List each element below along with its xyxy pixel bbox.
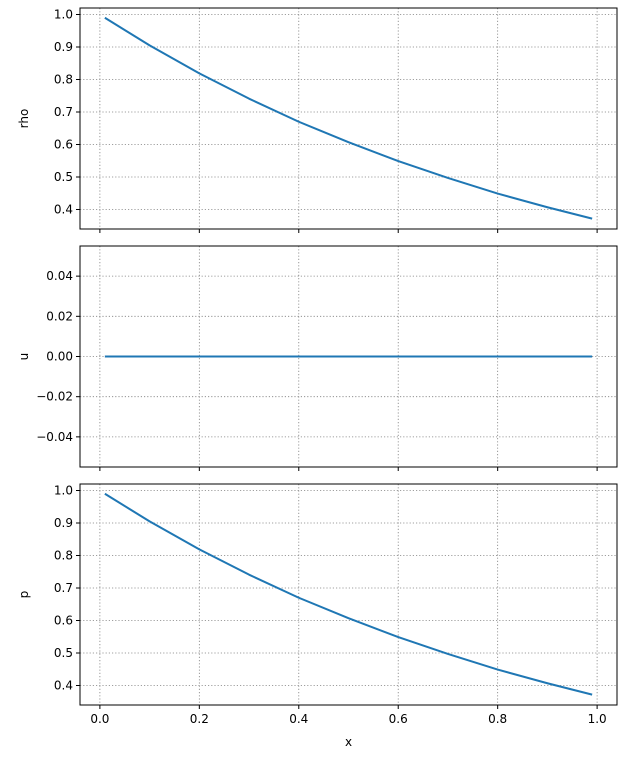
u-panel: −0.04 −0.02 0.00 0.02 0.04 u [17,245,618,471]
u-y-tick-label: −0.02 [36,390,73,404]
u-y-axis-label: u [17,353,31,361]
rho-y-tick-label: 0.5 [54,170,73,184]
p-x-axis-label: x [345,735,352,749]
p-x-tick-label: 0.0 [90,712,109,726]
u-y-tick-label: 0.00 [46,350,73,364]
rho-series-line [104,16,593,220]
u-y-tick-label: −0.04 [36,430,73,444]
p-x-tick-label: 0.2 [190,712,209,726]
u-y-tick-label: 0.02 [46,309,73,323]
p-x-tick-label: 0.4 [289,712,308,726]
p-x-tick-label: 1.0 [588,712,607,726]
p-x-tick-label: 0.6 [389,712,408,726]
rho-y-tick-label: 0.8 [54,73,73,87]
rho-y-tick-label: 0.4 [54,203,73,217]
p-y-tick-label: 0.9 [54,516,73,530]
p-series-line [104,492,593,696]
rho-y-tick-label: 1.0 [54,8,73,22]
p-y-tick-label: 0.4 [54,679,73,693]
rho-y-tick-label: 0.6 [54,138,73,152]
p-y-tick-label: 0.6 [54,614,73,628]
p-axes-frame [79,483,618,706]
rho-panel: 0.4 0.5 0.6 0.7 0.8 0.9 1.0 rho [17,7,618,233]
rho-y-axis-label: rho [17,109,31,129]
rho-axes-frame [79,7,618,230]
rho-y-tick-label: 0.7 [54,105,73,119]
p-y-axis-label: p [17,591,31,599]
rho-y-tick-label: 0.9 [54,40,73,54]
p-x-tick-label: 0.8 [488,712,507,726]
p-y-tick-label: 0.5 [54,646,73,660]
p-y-tick-label: 1.0 [54,484,73,498]
p-y-tick-label: 0.8 [54,549,73,563]
p-panel: 0.0 0.2 0.4 0.6 0.8 1.0 0.4 0.5 0.6 0.7 0.8 0.9 1.0 p… [17,483,618,749]
u-y-tick-label: 0.04 [46,269,73,283]
p-y-tick-label: 0.7 [54,581,73,595]
